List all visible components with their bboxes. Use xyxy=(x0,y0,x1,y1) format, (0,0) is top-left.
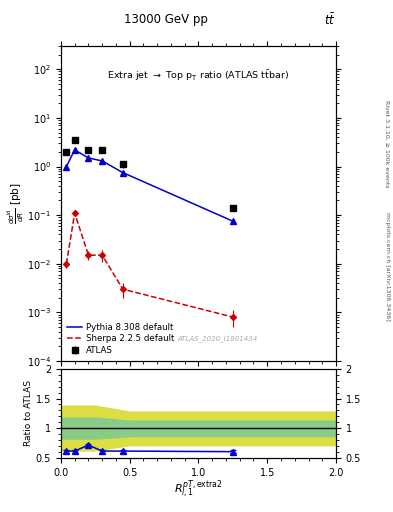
Legend: Pythia 8.308 default, Sherpa 2.2.5 default, ATLAS: Pythia 8.308 default, Sherpa 2.2.5 defau… xyxy=(65,321,176,357)
Sherpa 2.2.5 default xyxy=(64,261,69,267)
Pythia 8.308 default xyxy=(86,155,91,161)
Sherpa 2.2.5 default xyxy=(230,314,235,320)
Sherpa 2.2.5 default xyxy=(72,210,77,216)
Text: ATLAS_2020_I1801434: ATLAS_2020_I1801434 xyxy=(178,335,258,342)
Y-axis label: Ratio to ATLAS: Ratio to ATLAS xyxy=(24,380,33,446)
Text: Rivet 3.1.10, ≥ 100k events: Rivet 3.1.10, ≥ 100k events xyxy=(385,99,389,187)
Pythia 8.308 default xyxy=(64,163,69,169)
Y-axis label: $\frac{d\sigma^{\rm id}}{dR}$ [pb]: $\frac{d\sigma^{\rm id}}{dR}$ [pb] xyxy=(6,183,26,224)
Line: Pythia 8.308 default: Pythia 8.308 default xyxy=(66,150,233,221)
Pythia 8.308 default xyxy=(120,169,125,176)
X-axis label: $R_{l,1}^{pT,{\rm extra2}}$: $R_{l,1}^{pT,{\rm extra2}}$ xyxy=(174,479,223,501)
Sherpa 2.2.5 default xyxy=(120,286,125,292)
Sherpa 2.2.5 default xyxy=(86,252,91,258)
Text: mcplots.cern.ch [arXiv:1306.3436]: mcplots.cern.ch [arXiv:1306.3436] xyxy=(385,212,389,321)
Pythia 8.308 default xyxy=(100,158,105,164)
Line: Sherpa 2.2.5 default: Sherpa 2.2.5 default xyxy=(66,213,233,317)
Pythia 8.308 default xyxy=(72,147,77,153)
Sherpa 2.2.5 default xyxy=(100,252,105,258)
Text: 13000 GeV pp: 13000 GeV pp xyxy=(123,13,208,26)
Text: $t\bar{t}$: $t\bar{t}$ xyxy=(325,13,336,28)
Text: Extra jet $\rightarrow$ Top p$_{\rm T}$ ratio (ATLAS t$\bar{\rm t}$bar): Extra jet $\rightarrow$ Top p$_{\rm T}$ … xyxy=(107,68,290,83)
Pythia 8.308 default xyxy=(230,218,235,224)
